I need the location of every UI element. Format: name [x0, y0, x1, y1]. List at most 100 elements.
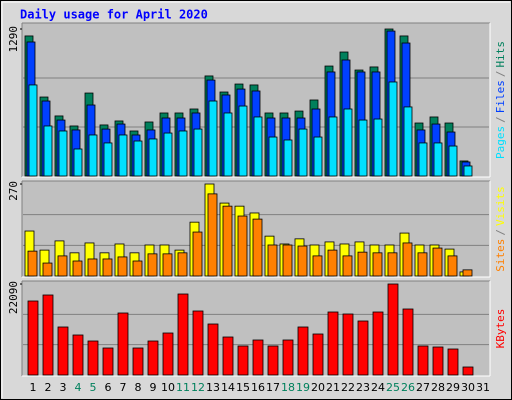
x-tick-label: 22 [341, 381, 355, 394]
legend-entry: Sites [494, 239, 507, 272]
chart-title: Daily usage for April 2020 [20, 8, 208, 22]
bar [57, 326, 69, 376]
bar [343, 108, 353, 177]
x-tick-label: 23 [356, 381, 370, 394]
bar [417, 345, 429, 376]
bar [42, 294, 54, 376]
bar [208, 100, 218, 177]
bar [448, 145, 458, 177]
bar [342, 255, 353, 277]
x-tick-label: 13 [206, 381, 220, 394]
x-tick-label: 19 [296, 381, 310, 394]
x-tick-label: 24 [371, 381, 385, 394]
bar [102, 258, 113, 277]
bar [133, 140, 143, 177]
bar [132, 260, 143, 277]
bar [432, 346, 444, 376]
bar [312, 255, 323, 277]
bar [177, 252, 188, 277]
bar [238, 105, 248, 177]
bar [403, 106, 413, 177]
bar [42, 262, 53, 277]
x-tick-label: 7 [120, 381, 127, 394]
bar [298, 128, 308, 177]
bar [267, 244, 278, 277]
bar [72, 334, 84, 376]
bar [462, 269, 473, 277]
x-tick-label: 9 [150, 381, 157, 394]
bar [387, 252, 398, 277]
x-tick-label: 20 [311, 381, 325, 394]
bar [163, 132, 173, 177]
x-tick-label: 28 [431, 381, 445, 394]
bar [253, 116, 263, 177]
x-tick-label: 2 [45, 381, 52, 394]
x-tick-label: 30 [461, 381, 475, 394]
bar [372, 252, 383, 277]
bar [192, 231, 203, 277]
bar [222, 205, 233, 277]
x-tick-label: 3 [60, 381, 67, 394]
bar [417, 252, 428, 277]
x-tick-label: 18 [281, 381, 295, 394]
legend-entry: Hits [494, 41, 507, 68]
legend: KBytes [494, 309, 507, 349]
bar [297, 326, 309, 376]
x-tick-label: 5 [90, 381, 97, 394]
legend-entry: Files [494, 80, 507, 113]
bar [462, 366, 474, 376]
bar [357, 251, 368, 277]
legend-entry: Visits [494, 186, 507, 226]
x-tick-label: 16 [251, 381, 265, 394]
legend-entry: Pages [494, 126, 507, 159]
bar [132, 347, 144, 376]
bar [447, 348, 459, 376]
bar [402, 308, 414, 376]
bar [387, 283, 399, 376]
y-tick-label: 22090 [7, 281, 20, 314]
bar [357, 320, 369, 376]
bar [162, 253, 173, 277]
bar [313, 136, 323, 177]
bar [103, 142, 113, 177]
x-tick-label: 26 [401, 381, 415, 394]
bar [327, 311, 339, 376]
bar [88, 134, 98, 177]
legend-separator: / [494, 116, 507, 123]
bar [223, 112, 233, 177]
bar [87, 258, 98, 277]
x-tick-label: 10 [161, 381, 175, 394]
y-tick-label: 270 [7, 181, 20, 201]
bar [147, 340, 159, 376]
x-tick-label: 25 [386, 381, 400, 394]
bar [342, 313, 354, 376]
x-tick-label: 14 [221, 381, 235, 394]
x-tick-label: 27 [416, 381, 430, 394]
x-tick-label: 1 [30, 381, 37, 394]
bar [57, 255, 68, 277]
bar [463, 165, 473, 177]
bar [178, 130, 188, 177]
x-tick-label: 4 [75, 381, 82, 394]
bar [283, 139, 293, 177]
bar [102, 347, 114, 376]
legend-separator: / [494, 71, 507, 78]
bar [433, 142, 443, 177]
bar [328, 116, 338, 177]
y-tick-label: 1290 [7, 26, 20, 53]
bar [222, 336, 234, 376]
bar [27, 250, 38, 277]
bar [177, 293, 189, 376]
x-tick-label: 15 [236, 381, 250, 394]
x-tick-label: 21 [326, 381, 340, 394]
legend-separator: / [494, 229, 507, 236]
bar [327, 249, 338, 277]
bar [72, 260, 83, 277]
bar [58, 130, 68, 177]
bar [252, 339, 264, 376]
bar [43, 125, 53, 177]
bar [148, 138, 158, 177]
legend-entry: KBytes [494, 309, 507, 349]
